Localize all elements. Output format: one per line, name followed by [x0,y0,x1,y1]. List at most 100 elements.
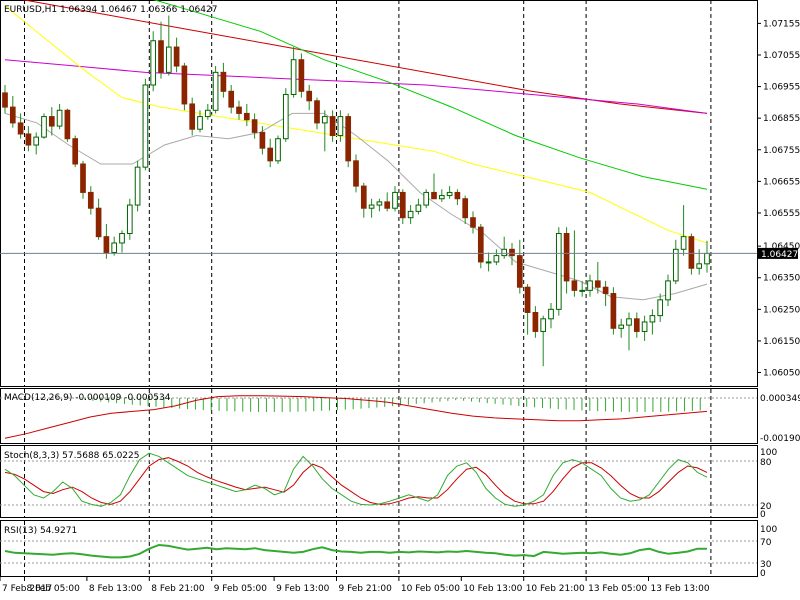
candle-body [563,232,570,282]
candle-body [17,122,24,135]
candle-body [610,293,617,329]
candle-body [9,106,16,124]
rsi-panel-frame [0,520,758,577]
time-label: 8 Feb 05:00 [27,584,81,594]
macd-tick-top: 0.000349 [760,394,800,404]
stoch-tick-80: 80 [760,458,772,468]
candle-body [251,119,258,133]
candle-body [454,191,461,200]
candle-body [532,311,539,332]
candle-body [431,191,437,200]
moving-average-line [4,112,708,301]
rsi-tick-0: 0 [760,569,766,579]
candle-body [579,289,586,292]
candle-body [259,131,266,149]
candle-body [665,280,671,301]
candle-body [267,147,274,162]
candle-body [384,201,391,209]
price-tick-label: 1.06555 [763,209,800,219]
price-tick-label: 1.06955 [763,83,800,93]
moving-average-line [4,59,708,114]
rsi-vertical-gridlines [24,521,712,576]
candle-body [704,252,710,265]
candle-body [618,324,625,329]
candle-body [236,106,242,114]
stochastic-panel[interactable]: Stoch(8,3,3) 57.5688 65.0225 100 80 20 0 [0,445,777,521]
candle-body [368,204,375,209]
candle-body [626,318,632,326]
price-tick-label: 1.06855 [763,114,800,124]
candle-body [353,160,359,187]
candle-body [641,321,648,332]
candle-body [189,103,196,130]
candle-body [243,112,250,121]
candle-body [516,255,523,288]
candle-body [571,280,578,291]
candle-body [321,116,328,124]
candle-body [95,207,102,238]
rsi-title: RSI(13) 54.9271 [4,526,77,536]
candle-body [173,46,180,67]
time-label: 7 Feb 2017 [2,584,52,594]
candle-body [103,236,110,253]
candle-body [158,40,164,73]
time-label: 8 Feb 21:00 [151,584,205,594]
price-tick-label: 1.06150 [763,337,800,347]
candle-body [165,46,172,73]
candle-body [345,116,352,162]
candles [2,15,710,367]
stoch-tick-100: 100 [760,448,777,458]
candle-body [134,166,141,206]
vertical-gridlines [24,0,712,386]
candle-body [633,318,640,332]
candle-body [548,308,554,320]
moving-average-line [21,0,708,114]
candle-body [2,92,8,108]
price-panel[interactable]: 1.07155 1.07055 1.06955 1.06855 1.06755 1.066… [0,0,800,387]
candle-body [657,299,664,317]
candle-body [680,236,687,250]
stoch-tick-0: 0 [760,510,766,520]
rsi-panel[interactable]: RSI(13) 54.9271 100 70 30 0 [0,520,777,580]
macd-panel[interactable]: MACD(12,26,9) -0.000109 -0.000534 0.0003… [0,388,800,445]
candle-body [282,93,289,140]
moving-average-line [153,0,708,190]
stoch-main-line [4,452,708,507]
time-label: 9 Feb 05:00 [214,584,268,594]
candle-body [56,109,63,127]
candle-body [602,286,609,295]
price-tick-label: 1.07155 [763,19,800,29]
price-tick-label: 1.06350 [763,274,800,284]
candle-body [126,204,133,234]
candle-body [509,248,515,257]
candle-body [48,116,55,127]
chart-title: EURUSD,H1 1.06394 1.06467 1.06366 1.0642… [4,5,217,15]
moving-average-line [4,5,708,244]
candle-body [555,232,562,310]
candle-body [337,116,344,137]
candle-body [142,84,149,168]
candle-body [376,201,383,206]
macd-signal-line [4,395,708,439]
candle-body [446,191,453,197]
candle-body [329,116,336,137]
time-label: 13 Feb 13:00 [651,584,710,594]
candle-body [314,100,320,124]
candle-body [181,65,188,105]
rsi-tick-70: 70 [760,538,772,548]
candle-body [197,116,203,130]
stoch-signal-line [4,457,708,505]
current-price-tag: 1.06427 [758,247,798,260]
candle-body [477,226,484,263]
candle-body [594,280,601,288]
candle-body [306,90,313,102]
candle-body [485,261,492,264]
time-label: 13 Feb 05:00 [588,584,647,594]
price-axis: 1.07155 1.07055 1.06955 1.06855 1.06755 1.066… [757,19,800,379]
candle-body [438,195,445,200]
candle-body [524,286,531,313]
candle-body [119,232,125,244]
candle-body [540,318,547,332]
candle-body [587,280,593,291]
